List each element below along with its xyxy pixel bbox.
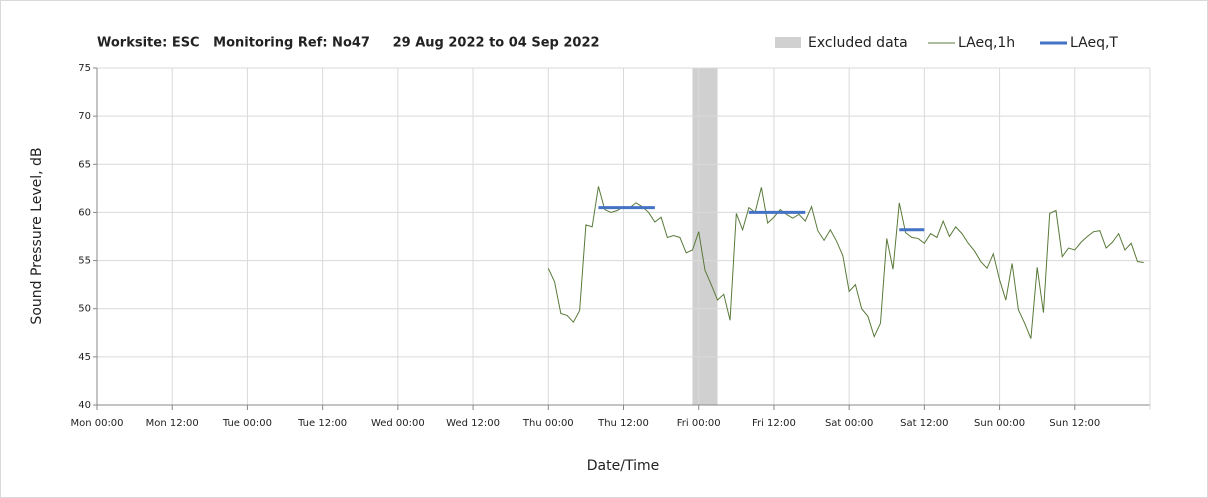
- x-tick-label: Wed 00:00: [371, 418, 425, 429]
- x-tick-label: Wed 12:00: [446, 418, 500, 429]
- x-tick-label: Sun 12:00: [1049, 418, 1100, 429]
- x-tick-label: Sat 00:00: [825, 418, 873, 429]
- y-tick-label: 65: [78, 159, 91, 170]
- x-tick-label: Thu 00:00: [522, 418, 574, 429]
- y-tick-label: 75: [78, 63, 91, 74]
- y-tick-label: 60: [78, 207, 91, 218]
- x-tick-label: Fri 00:00: [677, 418, 721, 429]
- x-tick-label: Mon 00:00: [70, 418, 123, 429]
- x-tick-label: Tue 12:00: [297, 418, 347, 429]
- series-line: [547, 186, 1144, 339]
- y-tick-label: 55: [78, 256, 91, 267]
- y-tick-label: 45: [78, 352, 91, 363]
- legend-label: LAeq,1h: [958, 35, 1015, 51]
- x-axis-label: Date/Time: [587, 458, 659, 474]
- excluded-band: [692, 68, 718, 405]
- legend-label: LAeq,T: [1070, 35, 1118, 51]
- x-tick-label: Tue 00:00: [222, 418, 272, 429]
- x-tick-label: Mon 12:00: [146, 418, 199, 429]
- legend-swatch: [775, 37, 801, 48]
- y-tick-label: 40: [78, 400, 91, 411]
- chart-title: Worksite: ESC Monitoring Ref: No47 29 Au…: [97, 36, 600, 51]
- x-tick-label: Fri 12:00: [752, 418, 796, 429]
- y-tick-label: 70: [78, 111, 91, 122]
- y-tick-label: 50: [78, 304, 91, 315]
- legend-label: Excluded data: [808, 35, 908, 51]
- x-tick-label: Thu 12:00: [597, 418, 649, 429]
- y-axis-label: Sound Pressure Level, dB: [29, 147, 45, 324]
- x-tick-label: Sun 00:00: [974, 418, 1025, 429]
- x-tick-label: Sat 12:00: [900, 418, 948, 429]
